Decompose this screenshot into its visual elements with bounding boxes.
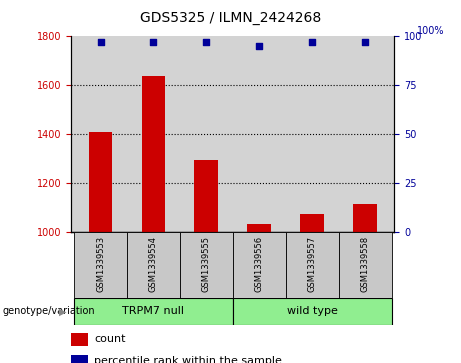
Text: GSM1339556: GSM1339556 xyxy=(255,236,264,292)
Bar xyxy=(339,232,391,298)
Text: GSM1339555: GSM1339555 xyxy=(202,236,211,291)
Text: wild type: wild type xyxy=(287,306,337,316)
Bar xyxy=(71,333,88,346)
Point xyxy=(150,39,157,45)
Bar xyxy=(74,298,233,325)
Bar xyxy=(71,355,88,363)
Bar xyxy=(195,160,218,232)
Text: GSM1339557: GSM1339557 xyxy=(307,236,317,292)
Text: GSM1339558: GSM1339558 xyxy=(361,236,370,292)
Text: GSM1339553: GSM1339553 xyxy=(96,236,105,292)
Point xyxy=(97,39,104,45)
Bar xyxy=(89,132,112,232)
Text: GSM1339554: GSM1339554 xyxy=(149,236,158,291)
Text: ▶: ▶ xyxy=(59,306,66,316)
Bar xyxy=(353,204,377,232)
Text: count: count xyxy=(94,334,125,344)
Text: genotype/variation: genotype/variation xyxy=(2,306,95,316)
Bar xyxy=(300,214,324,232)
Bar xyxy=(142,76,165,232)
Bar xyxy=(180,232,233,298)
Bar xyxy=(127,232,180,298)
Text: TRPM7 null: TRPM7 null xyxy=(123,306,184,316)
Point xyxy=(308,39,316,45)
Text: 100%: 100% xyxy=(417,26,444,36)
Point xyxy=(203,39,210,45)
Bar xyxy=(248,224,271,232)
Point xyxy=(255,43,263,49)
Bar xyxy=(74,232,127,298)
Bar xyxy=(233,298,391,325)
Text: GDS5325 / ILMN_2424268: GDS5325 / ILMN_2424268 xyxy=(140,11,321,25)
Bar xyxy=(286,232,339,298)
Text: percentile rank within the sample: percentile rank within the sample xyxy=(94,356,282,363)
Point xyxy=(361,39,369,45)
Bar xyxy=(233,232,286,298)
